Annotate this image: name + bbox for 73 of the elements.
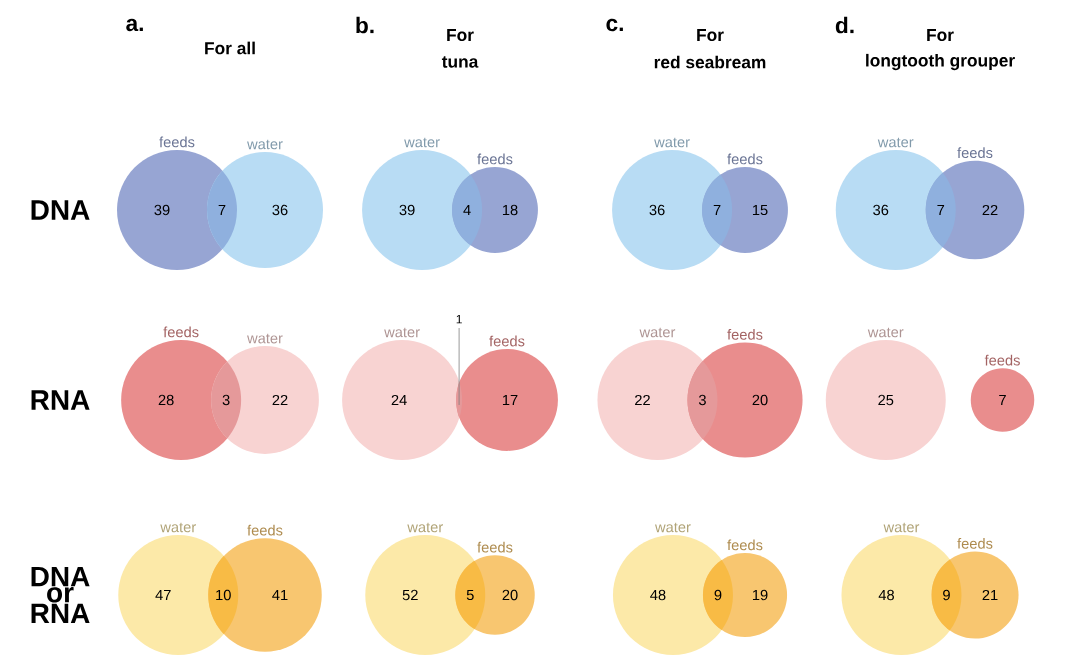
data-label: 21 [982,589,998,601]
data-label: 1 [456,315,462,324]
data-label: 39 [399,204,415,216]
text: For [447,28,474,42]
data-label: 36 [272,204,288,216]
category-label: feeds [984,354,1020,366]
category-label: water [160,522,196,533]
text: a. [126,18,143,32]
text: For [697,28,724,42]
data-label: 36 [873,204,889,216]
text: c. [606,18,623,32]
data-label: 47 [155,589,171,601]
category-label: water [655,522,691,533]
text: For [927,28,954,42]
data-label: 48 [650,589,666,601]
data-label: 25 [878,394,894,406]
category-label: feeds [159,136,195,148]
data-label: 7 [937,204,945,216]
category-label: water [639,327,676,338]
data-label: 41 [272,589,288,601]
data-label: 7 [999,394,1006,406]
data-label: 20 [752,394,768,406]
category-label: feeds [247,524,283,536]
text: For all [205,41,255,55]
data-label: 5 [466,589,474,601]
data-label: 22 [272,394,288,406]
category-label: water [654,137,690,148]
data-label: 36 [649,204,665,216]
category-label: feeds [727,328,763,340]
text: RNA [31,390,90,410]
data-label: 9 [714,589,722,601]
text: red seabream [654,55,766,69]
data-label: 9 [943,589,950,601]
category-label: water [384,327,420,338]
text: tuna [441,56,479,68]
category-label: water [867,327,904,338]
data-label: 28 [158,394,174,406]
data-label: 22 [635,394,650,406]
data-label: 48 [878,589,894,601]
data-label: 22 [982,204,998,216]
data-label: 17 [502,394,518,406]
category-label: feeds [727,153,763,165]
text: DNA [31,200,90,220]
category-label: feeds [727,539,763,551]
data-label: 3 [222,394,230,406]
data-label: 24 [391,394,407,406]
category-label: feeds [957,538,993,549]
text: b. [356,16,374,34]
category-label: feeds [477,153,513,165]
category-label: water [883,522,920,533]
text: longtooth grouper [866,53,1015,71]
data-label: 3 [698,394,706,406]
category-label: feeds [957,147,993,159]
category-label: feeds [163,326,199,338]
data-label: 39 [154,204,170,216]
data-label: 52 [402,589,418,601]
category-label: water [407,522,443,533]
data-label: 7 [713,204,721,216]
category-label: feeds [477,541,513,553]
text: DNA or RNA [31,566,90,624]
data-label: 4 [463,204,471,216]
category-label: water [247,139,283,150]
category-label: water [247,333,283,344]
data-label: 7 [218,204,226,216]
data-label: 20 [502,589,518,601]
category-label: water [404,137,440,148]
data-label: 18 [502,204,518,216]
category-label: water [877,137,914,148]
data-label: 15 [752,204,768,216]
text: d. [835,16,854,34]
data-label: 19 [752,589,768,601]
category-label: feeds [489,335,525,347]
data-label: 10 [216,589,231,601]
